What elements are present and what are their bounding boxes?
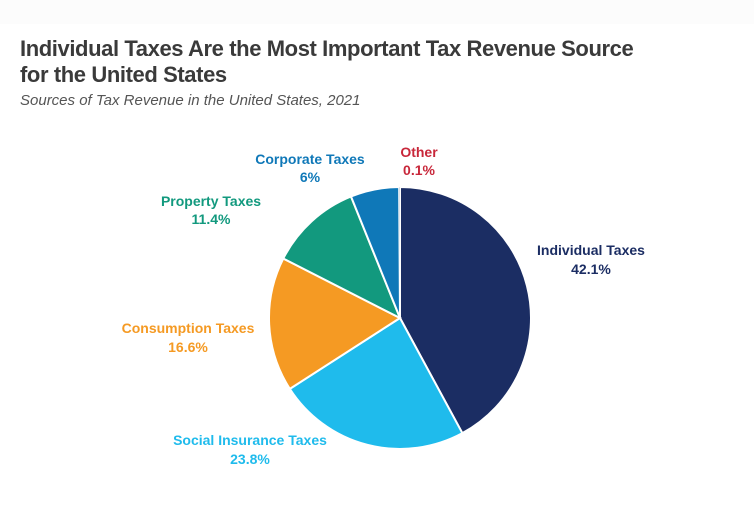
pie-slice-individual-taxes — [399, 185, 532, 435]
label-consumption-value: 16.6% — [168, 339, 208, 355]
label-other-name: Other — [400, 144, 438, 160]
chart-subtitle: Sources of Tax Revenue in the United Sta… — [20, 92, 361, 109]
label-other-value: 0.1% — [403, 162, 435, 178]
label-consumption-name: Consumption Taxes — [122, 320, 255, 336]
label-corporate-name: Corporate Taxes — [255, 151, 365, 167]
label-corporate-value: 6% — [300, 169, 321, 185]
label-individual-name: Individual Taxes — [537, 242, 645, 258]
label-social-name: Social Insurance Taxes — [173, 432, 327, 448]
pie-labels: Individual Taxes 42.1% Social Insurance … — [122, 144, 646, 467]
top-band — [0, 0, 754, 24]
label-social-value: 23.8% — [230, 451, 270, 467]
pie-slice-property-taxes — [281, 195, 402, 321]
pie-slice-consumption-taxes — [268, 257, 403, 391]
pie-slice-social-insurance-taxes — [288, 316, 464, 450]
label-property-value: 11.4% — [192, 211, 231, 227]
label-property-name: Property Taxes — [161, 193, 261, 209]
pie-slices — [268, 185, 532, 450]
label-individual-value: 42.1% — [571, 261, 611, 277]
chart-title: Individual Taxes Are the Most Important … — [20, 36, 634, 87]
pie-slice-other — [398, 186, 401, 319]
